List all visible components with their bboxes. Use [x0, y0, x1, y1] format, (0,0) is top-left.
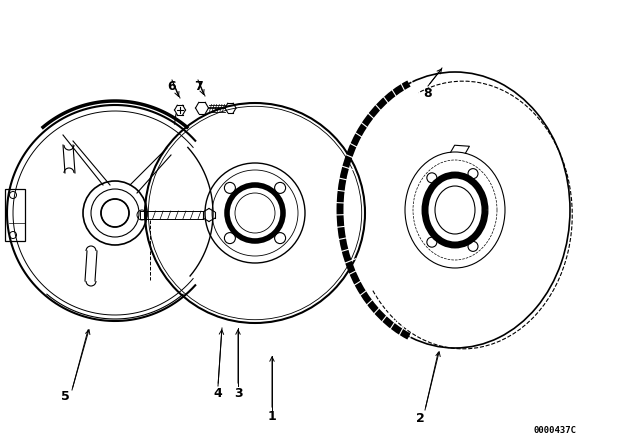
Text: 7: 7	[194, 79, 202, 92]
Ellipse shape	[425, 175, 485, 245]
Text: 1: 1	[268, 409, 276, 422]
Circle shape	[101, 199, 129, 227]
Text: 4: 4	[214, 387, 222, 400]
Text: 6: 6	[168, 79, 176, 92]
Text: 3: 3	[234, 387, 243, 400]
Circle shape	[227, 185, 283, 241]
Ellipse shape	[435, 186, 475, 234]
Text: 5: 5	[61, 389, 69, 402]
Text: 8: 8	[424, 86, 432, 99]
Circle shape	[235, 193, 275, 233]
Text: 0000437C: 0000437C	[534, 426, 577, 435]
Text: 2: 2	[415, 412, 424, 425]
